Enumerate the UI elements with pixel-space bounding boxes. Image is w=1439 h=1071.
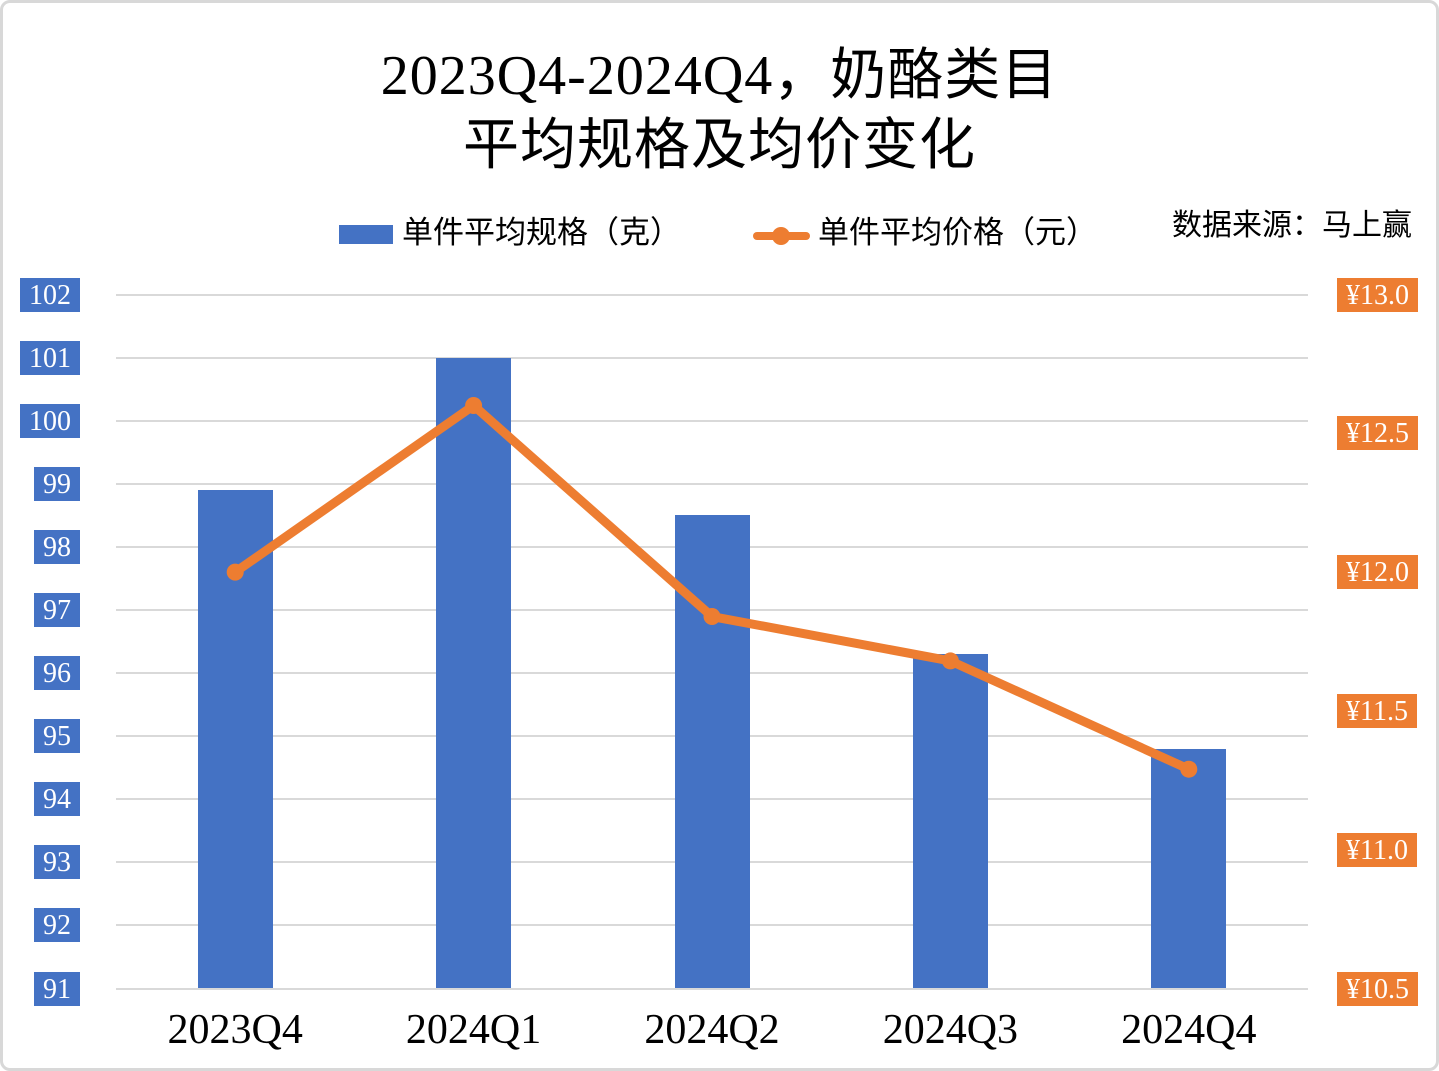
- x-axis-label-2024Q4: 2024Q4: [1121, 1007, 1257, 1053]
- left-axis-tick: 92: [34, 908, 80, 943]
- left-axis-tick: 96: [34, 656, 80, 691]
- bar-legend-label: 单件平均规格（克）: [402, 215, 681, 250]
- price-marker-2024Q1: [465, 397, 483, 415]
- right-axis-tick: ¥11.0: [1337, 832, 1417, 867]
- price-line: [230, 401, 1194, 774]
- price-line-layer: [226, 397, 1198, 778]
- gridline: [116, 419, 1308, 422]
- left-axis-tick: 98: [34, 529, 80, 564]
- left-axis-tick: 101: [20, 340, 80, 375]
- line-legend-label: 单件平均价格（元）: [818, 215, 1097, 250]
- right-axis-tick: ¥12.5: [1337, 416, 1418, 451]
- x-axis-label-2024Q1: 2024Q1: [405, 1007, 542, 1053]
- price-marker-2023Q4: [226, 563, 244, 581]
- right-axis-tick: ¥10.5: [1337, 971, 1418, 1006]
- left-axis-tick: 100: [20, 403, 80, 438]
- x-axis-label-2024Q3: 2024Q3: [882, 1007, 1019, 1053]
- left-axis-tick: 94: [34, 782, 80, 817]
- chart-title-line1: 2023Q4-2024Q4，奶酪类目: [380, 45, 1059, 107]
- right-axis-tick: ¥11.5: [1337, 693, 1417, 728]
- right-axis-tick: ¥13.0: [1337, 277, 1418, 312]
- left-axis-tick: 97: [34, 592, 80, 627]
- left-axis-tick: 93: [34, 845, 80, 880]
- gridline: [116, 482, 1308, 485]
- x-axis-label-2023Q4: 2023Q4: [167, 1007, 303, 1053]
- bar-2024Q4: [1151, 748, 1227, 989]
- bar-2024Q1: [436, 357, 512, 989]
- gridline: [116, 987, 1308, 990]
- x-axis-label-2024Q2: 2024Q2: [644, 1007, 780, 1053]
- price-marker-2024Q2: [703, 608, 721, 626]
- bar-2024Q3: [912, 654, 988, 989]
- price-marker-2024Q3: [941, 652, 959, 670]
- left-axis-tick: 99: [34, 466, 80, 501]
- left-axis-tick: 102: [20, 277, 80, 312]
- price-marker-2024Q4: [1180, 760, 1198, 778]
- right-axis-tick: ¥12.0: [1337, 555, 1418, 590]
- gridline: [116, 293, 1308, 296]
- chart-title: 2023Q4-2024Q4，奶酪类目 平均规格及均价变化: [3, 41, 1436, 181]
- bar-legend-swatch: [339, 225, 393, 244]
- line-legend-marker-icon: [772, 227, 790, 245]
- left-axis-tick: 95: [34, 719, 80, 754]
- data-source-label: 数据来源：马上赢: [1172, 209, 1412, 242]
- left-axis-tick: 91: [34, 971, 80, 1006]
- gridline: [116, 356, 1308, 359]
- chart-title-line2: 平均规格及均价变化: [463, 115, 976, 177]
